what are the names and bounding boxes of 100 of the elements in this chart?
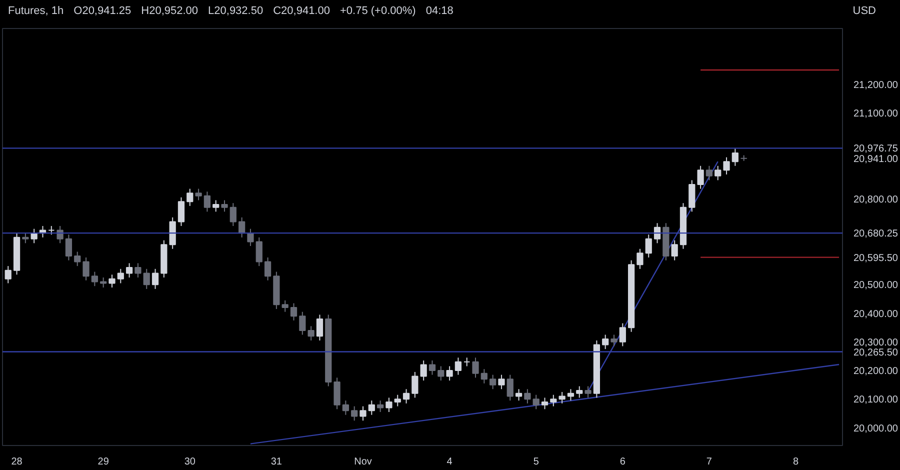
candlestick [480, 368, 488, 384]
y-tick-label: 20,300.00 [854, 337, 898, 348]
y-tick-label: 20,595.50 [854, 252, 898, 264]
candlestick [472, 357, 479, 378]
candlestick [238, 216, 246, 238]
text: O20,941.25 [74, 4, 132, 19]
ref-line-label: 20,976.75 [854, 144, 898, 155]
y-tick-label: 20,000.00 [854, 423, 898, 434]
candlestick [376, 400, 384, 413]
x-tick-label: 30 [184, 456, 196, 468]
candlestick [282, 300, 288, 312]
candlestick [152, 268, 159, 290]
candlestick [558, 391, 566, 404]
candlestick [576, 386, 583, 398]
candlestick [671, 240, 678, 261]
candlestick [515, 388, 522, 402]
candlestick [143, 268, 150, 290]
candlestick [420, 360, 427, 382]
candlestick [169, 216, 176, 250]
candlestick [264, 256, 272, 281]
candlestick [723, 156, 730, 175]
candlestick [178, 196, 185, 226]
y-tick-label: 20,100.00 [854, 394, 898, 406]
candlestick [524, 388, 531, 404]
candlestick [654, 222, 661, 244]
candlestick [195, 188, 202, 201]
candlestick [299, 311, 306, 336]
candlestick [428, 360, 436, 376]
candlestick [490, 374, 496, 390]
text: +0.75 (+0.00%) [340, 4, 416, 19]
x-tick-label: 5 [533, 456, 540, 468]
candlestick [256, 236, 262, 267]
candlestick [714, 165, 722, 181]
x-tick-label: 29 [98, 456, 110, 468]
candlestick [247, 228, 254, 247]
candlestick [316, 314, 324, 341]
candlestick [454, 357, 462, 376]
candlestick [619, 322, 626, 347]
y-tick-label: 20,941.00 [854, 154, 898, 165]
x-tick-label: 7 [706, 456, 712, 468]
candlestick [412, 371, 418, 398]
candlestick [186, 188, 194, 206]
candlestick [82, 256, 90, 281]
candlestick [532, 394, 540, 410]
candlestick [204, 191, 211, 212]
candlestick [290, 302, 298, 321]
candlestick [360, 406, 366, 422]
candlestick [706, 165, 713, 181]
candlestick [65, 234, 72, 261]
text: USD [852, 4, 876, 19]
x-tick-label: 8 [792, 456, 799, 468]
x-tick-label: 4 [446, 456, 453, 468]
y-tick-label: 21,100.00 [854, 108, 898, 120]
text: 04:18 [426, 4, 454, 19]
candlestick [567, 388, 574, 402]
x-tick-label: 6 [620, 456, 626, 468]
candlestick [91, 271, 98, 287]
candlestick [386, 397, 392, 413]
text: L20,932.50 [208, 4, 264, 19]
ref-line-label: 20,265.50 [854, 347, 898, 358]
candlestick [126, 262, 133, 278]
candlestick [334, 377, 340, 410]
candlestick [732, 148, 738, 166]
y-tick-label: 20,200.00 [854, 366, 898, 378]
candlestick [117, 268, 124, 284]
candlestick [4, 266, 12, 284]
candlestick [645, 234, 652, 258]
candlestick [550, 394, 557, 407]
candlestick [134, 262, 142, 278]
text: C20,941.00 [273, 4, 330, 19]
x-tick-label: 28 [11, 456, 23, 468]
candlestick [438, 366, 444, 382]
candlestick [402, 388, 410, 404]
candlestick [351, 406, 358, 422]
x-tick-label: Nov [354, 456, 372, 468]
candlestick [688, 180, 696, 212]
chart-title: Futures, 1h [8, 4, 64, 19]
candlestick [22, 232, 29, 244]
candlestick [610, 334, 618, 347]
y-tick-label: 21,200.00 [854, 80, 898, 91]
candlestick [56, 225, 64, 244]
candlestick [394, 394, 401, 407]
candlestick [230, 202, 236, 226]
candlestick [636, 248, 644, 270]
candlestick [74, 251, 81, 267]
candlestick [506, 374, 514, 402]
y-tick-label: 20,800.00 [854, 194, 898, 206]
candlestick [498, 374, 505, 390]
ref-line-label: 20,680.25 [854, 228, 898, 240]
text: H20,952.00 [141, 4, 198, 19]
candlestick [446, 366, 453, 382]
y-tick-label: 20,400.00 [854, 308, 898, 320]
candlestick [108, 274, 116, 288]
x-tick-label: 31 [270, 456, 282, 468]
candlestick [602, 334, 609, 350]
candlestick [697, 165, 704, 190]
candlestick [584, 386, 592, 398]
candlestick [541, 397, 548, 410]
candlestick [308, 326, 314, 341]
candlestick [212, 200, 220, 212]
